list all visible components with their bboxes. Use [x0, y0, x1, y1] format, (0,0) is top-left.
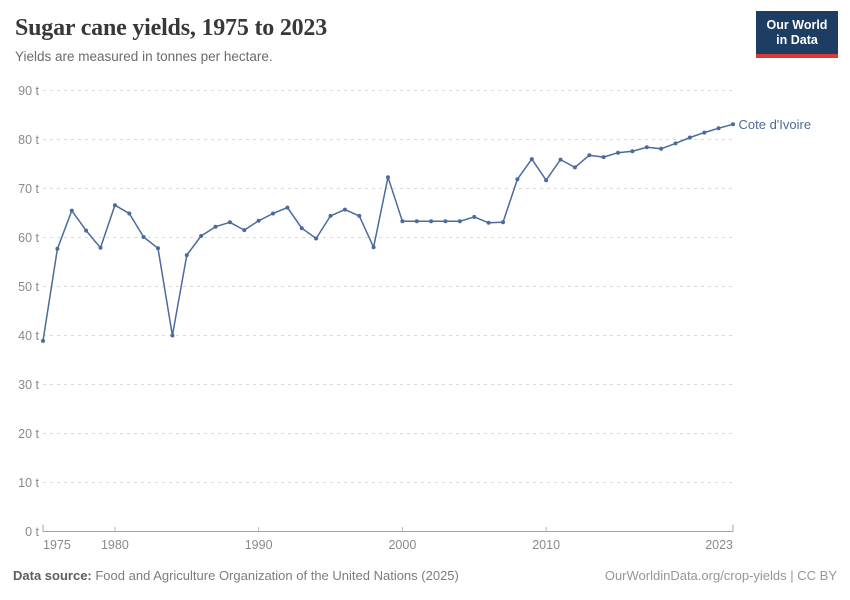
- svg-text:70 t: 70 t: [18, 182, 39, 196]
- svg-text:Cote d'Ivoire: Cote d'Ivoire: [739, 117, 812, 132]
- svg-text:1990: 1990: [245, 538, 273, 552]
- svg-text:40 t: 40 t: [18, 329, 39, 343]
- svg-text:50 t: 50 t: [18, 280, 39, 294]
- svg-text:90 t: 90 t: [18, 84, 39, 98]
- chart-footer: Data source: Food and Agriculture Organi…: [13, 568, 837, 583]
- svg-text:2000: 2000: [388, 538, 416, 552]
- svg-text:1975: 1975: [43, 538, 71, 552]
- page-title: Sugar cane yields, 1975 to 2023: [15, 15, 328, 41]
- svg-text:0 t: 0 t: [25, 525, 39, 539]
- chart-header: Sugar cane yields, 1975 to 2023 Yields a…: [15, 14, 327, 64]
- svg-text:60 t: 60 t: [18, 231, 39, 245]
- credit-link[interactable]: OurWorldinData.org/crop-yields | CC BY: [604, 568, 837, 583]
- owid-logo-line1: Our World: [766, 18, 828, 32]
- svg-text:2010: 2010: [532, 538, 560, 552]
- svg-text:10 t: 10 t: [18, 476, 39, 490]
- owid-logo-line2: in Data: [776, 33, 818, 47]
- data-source: Data source: Food and Agriculture Organi…: [13, 568, 459, 583]
- svg-text:20 t: 20 t: [18, 427, 39, 441]
- svg-text:30 t: 30 t: [18, 378, 39, 392]
- owid-logo[interactable]: Our World in Data: [756, 11, 838, 58]
- svg-text:2023: 2023: [705, 538, 733, 552]
- svg-text:1980: 1980: [101, 538, 129, 552]
- chart-subtitle: Yields are measured in tonnes per hectar…: [15, 48, 273, 64]
- svg-text:80 t: 80 t: [18, 133, 39, 147]
- data-source-text: Food and Agriculture Organization of the…: [91, 568, 459, 583]
- data-source-label: Data source:: [13, 568, 92, 583]
